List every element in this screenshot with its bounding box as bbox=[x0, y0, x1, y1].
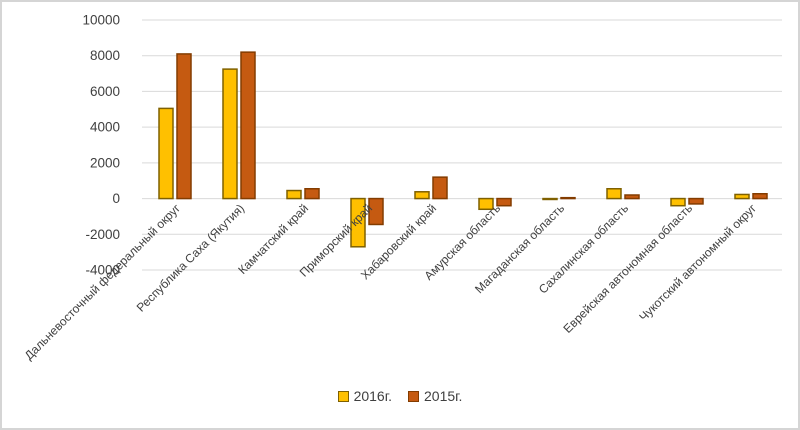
y-tick-label: 0 bbox=[112, 191, 120, 206]
bar-2016-cat3 bbox=[350, 197, 366, 248]
y-tick-label: 10000 bbox=[82, 13, 120, 28]
bar-2016-cat0 bbox=[158, 107, 174, 200]
legend-swatch-2016 bbox=[337, 390, 349, 402]
bar-2015-cat9 bbox=[752, 193, 768, 200]
bar-2015-cat4 bbox=[432, 176, 448, 200]
bar-chart: 1000080006000400020000-2000-4000Дальнево… bbox=[22, 13, 782, 363]
legend-swatch-2015 bbox=[408, 390, 419, 402]
y-tick-label: 2000 bbox=[90, 155, 120, 170]
y-tick-label: 4000 bbox=[90, 120, 120, 135]
bar-2015-cat0 bbox=[176, 53, 192, 200]
bar-2016-cat9 bbox=[734, 193, 750, 200]
bar-2015-cat1 bbox=[240, 51, 256, 200]
legend-item-2016: 2016г. bbox=[337, 388, 392, 404]
chart-legend: 2016г. 2015г. bbox=[2, 388, 798, 404]
bar-2015-cat8 bbox=[688, 197, 704, 205]
bar-2015-cat5 bbox=[496, 197, 512, 207]
bar-2016-cat1 bbox=[222, 68, 238, 200]
bar-2016-cat6 bbox=[542, 197, 558, 201]
y-tick-label: -4000 bbox=[85, 263, 120, 278]
bar-2016-cat7 bbox=[606, 188, 622, 200]
y-tick-label: 8000 bbox=[90, 48, 120, 63]
legend-label-2015: 2015г. bbox=[424, 388, 463, 404]
y-tick-label: -2000 bbox=[85, 227, 120, 242]
legend-item-2015: 2015г. bbox=[408, 388, 462, 404]
bar-2015-cat6 bbox=[560, 196, 576, 200]
legend-label-2016: 2016г. bbox=[353, 388, 392, 404]
bar-2015-cat7 bbox=[624, 194, 640, 200]
bar-2016-cat4 bbox=[414, 191, 430, 200]
bar-2016-cat2 bbox=[286, 189, 302, 200]
bar-2016-cat5 bbox=[478, 197, 494, 211]
y-tick-label: 6000 bbox=[90, 84, 120, 99]
x-category-label: Еврейская автономная область bbox=[560, 201, 695, 336]
bar-2016-cat8 bbox=[670, 197, 686, 207]
bar-2015-cat2 bbox=[304, 188, 320, 200]
x-category-label: Чукотский автономный округ bbox=[636, 201, 759, 324]
bar-2015-cat3 bbox=[368, 197, 384, 226]
x-category-label: Республика Саха (Якутия) bbox=[134, 201, 247, 314]
